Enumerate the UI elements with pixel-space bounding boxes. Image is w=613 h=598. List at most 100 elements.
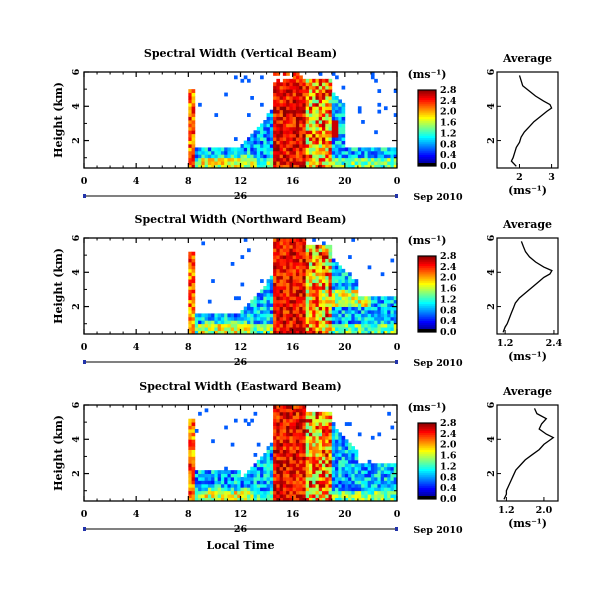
heatmap-cell	[302, 248, 307, 253]
average-profile-line	[502, 241, 553, 333]
heatmap-cell	[256, 463, 261, 468]
heatmap-cell	[289, 320, 294, 325]
heatmap-cell	[276, 446, 281, 450]
heatmap-cell	[318, 244, 323, 249]
heatmap-cell	[260, 316, 264, 321]
heatmap-cell	[220, 164, 225, 169]
heatmap-cell	[302, 473, 307, 478]
heatmap-cell	[331, 463, 336, 468]
heatmap-cell	[370, 330, 375, 335]
heatmap-cell	[390, 425, 395, 430]
heatmap-cell	[318, 116, 323, 121]
heatmap-cell	[295, 75, 300, 80]
heatmap-cell	[325, 327, 329, 331]
heatmap-cell	[286, 241, 290, 246]
heatmap-cell	[315, 418, 320, 423]
heatmap-cell	[299, 289, 303, 294]
heatmap-cell	[367, 494, 372, 498]
heatmap-cell	[335, 289, 339, 294]
heatmap-cell	[357, 470, 362, 474]
heatmap-cell	[191, 494, 196, 498]
heatmap-cell	[341, 459, 346, 464]
heatmap-cell	[331, 292, 336, 297]
heatmap-cell	[341, 106, 346, 111]
heatmap-cell	[191, 310, 196, 314]
y-tick-label: 4	[71, 103, 82, 110]
heatmap-cell	[357, 299, 362, 304]
heatmap-cell	[325, 415, 329, 420]
heatmap-cell	[318, 99, 323, 104]
heatmap-cell	[308, 470, 313, 474]
heatmap-cell	[286, 470, 290, 474]
heatmap-cell	[315, 279, 320, 283]
heatmap-cell	[318, 140, 323, 145]
heatmap-cell	[295, 439, 300, 444]
heatmap-cell	[390, 494, 395, 498]
heatmap-cell	[295, 323, 300, 328]
colorbar-tick-label: 2.0	[440, 273, 457, 284]
heatmap-cell	[361, 164, 365, 169]
heatmap-cell	[374, 310, 378, 314]
heatmap-cell	[286, 92, 290, 97]
colorbar-swatch	[418, 118, 436, 121]
heatmap-cell	[374, 327, 378, 331]
heatmap-cell	[315, 96, 320, 100]
heatmap-cell	[305, 323, 310, 328]
heatmap-cell	[273, 453, 277, 457]
colorbar-swatch	[418, 269, 436, 272]
heatmap-cell	[292, 99, 297, 104]
heatmap-cell	[308, 258, 313, 263]
heatmap-cell	[295, 82, 300, 87]
heatmap-cell	[357, 330, 362, 335]
heatmap-cell	[292, 323, 297, 328]
colorbar-swatch	[418, 271, 436, 274]
heatmap-cell	[308, 425, 313, 430]
heatmap-cell	[312, 299, 316, 304]
heatmap-cell	[318, 296, 323, 301]
heatmap-cell	[224, 473, 228, 478]
heatmap-cell	[286, 299, 290, 304]
heatmap-cell	[341, 282, 346, 287]
heatmap-cell	[390, 147, 395, 152]
heatmap-cell	[289, 96, 294, 100]
colorbar-swatch	[418, 124, 436, 127]
heatmap-cell	[207, 161, 212, 165]
heatmap-cell	[266, 279, 271, 283]
heatmap-cell	[315, 439, 320, 444]
heatmap-cell	[295, 282, 300, 287]
heatmap-cell	[312, 327, 316, 331]
heatmap-cell	[299, 282, 303, 287]
heatmap-cell	[282, 144, 287, 148]
heatmap-cell	[312, 320, 316, 325]
date-label: 26	[234, 357, 248, 368]
heatmap-cell	[289, 470, 294, 474]
heatmap-cell	[357, 147, 362, 152]
heatmap-cell	[315, 102, 320, 107]
heatmap-cell	[214, 150, 219, 155]
heatmap-cell	[322, 268, 326, 273]
heatmap-cell	[247, 140, 251, 145]
heatmap-cell	[217, 327, 222, 331]
colorbar-swatch	[418, 305, 436, 308]
heatmap-cell	[247, 327, 251, 331]
heatmap-cell	[387, 303, 391, 307]
heatmap-cell	[390, 477, 395, 481]
heatmap-cell	[269, 323, 274, 328]
heatmap-cell	[312, 130, 316, 135]
average-title: Average	[502, 52, 552, 65]
heatmap-cell	[367, 477, 372, 481]
heatmap-cell	[282, 320, 287, 325]
heatmap-cell	[253, 411, 258, 416]
heatmap-cell	[348, 466, 352, 471]
heatmap-cell	[299, 405, 303, 409]
heatmap-cell	[247, 490, 251, 495]
heatmap-cell	[299, 310, 303, 314]
heatmap-cell	[286, 275, 290, 280]
heatmap-cell	[338, 477, 342, 481]
heatmap-cell	[295, 299, 300, 304]
heatmap-cell	[295, 85, 300, 90]
heatmap-cell	[377, 497, 382, 502]
heatmap-cell	[308, 442, 313, 447]
heatmap-cell	[273, 126, 277, 131]
heatmap-cell	[269, 282, 274, 287]
